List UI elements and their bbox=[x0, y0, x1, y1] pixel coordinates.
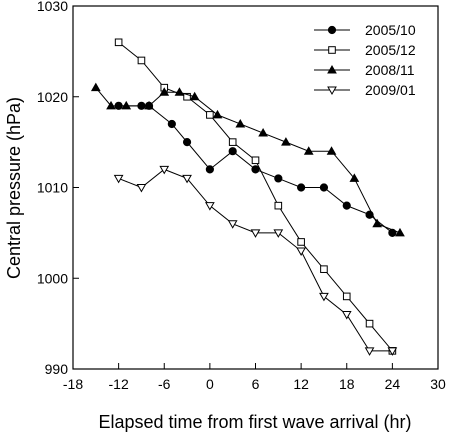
data-point bbox=[349, 173, 360, 182]
data-point bbox=[174, 87, 185, 96]
y-axis-ticks: 990 1000 1010 1020 1030 bbox=[37, 0, 79, 377]
x-tick-label: 30 bbox=[430, 376, 446, 392]
data-point bbox=[250, 229, 261, 238]
data-point bbox=[342, 292, 351, 301]
plot-frame bbox=[72, 5, 439, 370]
data-point bbox=[365, 319, 374, 328]
data-point bbox=[387, 347, 398, 356]
x-tick-label: 18 bbox=[339, 376, 355, 392]
legend-item: 2005/12 bbox=[314, 42, 416, 58]
data-point bbox=[296, 247, 306, 257]
legend-marker bbox=[328, 46, 336, 54]
data-point bbox=[106, 100, 116, 110]
data-point bbox=[159, 87, 170, 96]
data-point bbox=[212, 109, 223, 119]
legend: 2005/10 2005/12 2008/11 2009/01 bbox=[314, 22, 416, 98]
data-point bbox=[227, 220, 238, 229]
data-point bbox=[303, 146, 314, 155]
data-point bbox=[144, 100, 154, 110]
data-point bbox=[251, 165, 260, 174]
data-point bbox=[167, 119, 176, 129]
data-point bbox=[228, 147, 237, 156]
legend-label: 2005/12 bbox=[365, 42, 416, 58]
data-point bbox=[206, 111, 214, 119]
data-point bbox=[281, 137, 291, 146]
x-tick-label: 12 bbox=[293, 376, 309, 392]
x-axis-ticks: -18 -12 -6 0 6 12 18 24 30 bbox=[63, 363, 446, 392]
data-point bbox=[297, 183, 306, 192]
legend-item: 2008/11 bbox=[314, 62, 415, 78]
data-point bbox=[319, 183, 329, 192]
series-line bbox=[118, 41, 393, 352]
data-point bbox=[258, 128, 268, 137]
series-2 bbox=[114, 38, 397, 355]
y-tick-label: 1030 bbox=[37, 0, 68, 14]
data-series bbox=[90, 38, 405, 356]
series-line bbox=[95, 87, 401, 234]
data-point bbox=[274, 174, 283, 183]
data-point bbox=[136, 184, 147, 193]
legend-label: 2008/11 bbox=[365, 62, 415, 78]
data-point bbox=[297, 238, 305, 246]
data-point bbox=[228, 138, 237, 146]
x-axis-label: Elapsed time from first wave arrival (hr… bbox=[98, 412, 411, 432]
legend-label: 2005/10 bbox=[365, 22, 416, 38]
x-tick-label: 6 bbox=[252, 376, 260, 392]
legend-marker bbox=[327, 25, 337, 35]
data-point bbox=[342, 201, 351, 210]
data-point bbox=[273, 229, 284, 238]
data-point bbox=[205, 165, 214, 174]
data-point bbox=[319, 292, 329, 302]
x-tick-label: -18 bbox=[63, 376, 83, 392]
legend-item: 2005/10 bbox=[314, 22, 416, 38]
series-4 bbox=[113, 165, 398, 356]
data-point bbox=[137, 56, 146, 65]
data-point bbox=[159, 165, 170, 175]
data-point bbox=[183, 92, 191, 101]
data-point bbox=[320, 265, 328, 273]
data-point bbox=[326, 146, 337, 155]
legend-marker bbox=[327, 86, 337, 96]
y-axis-label: Central pressure (hPa) bbox=[4, 97, 24, 279]
x-tick-label: 24 bbox=[385, 376, 401, 392]
x-tick-label: -6 bbox=[158, 376, 171, 392]
y-tick-label: 1010 bbox=[37, 180, 68, 196]
data-point bbox=[205, 202, 215, 211]
x-tick-label: -12 bbox=[109, 376, 129, 392]
legend-marker bbox=[327, 64, 337, 74]
data-point bbox=[235, 118, 246, 128]
data-point bbox=[182, 138, 192, 147]
data-point bbox=[121, 100, 132, 110]
data-point bbox=[372, 218, 383, 228]
y-tick-label: 1000 bbox=[37, 270, 68, 286]
series-1 bbox=[114, 101, 397, 237]
data-point bbox=[114, 38, 123, 47]
x-tick-label: 0 bbox=[206, 376, 214, 392]
data-point bbox=[113, 174, 124, 184]
series-3 bbox=[90, 82, 405, 237]
legend-label: 2009/01 bbox=[365, 82, 416, 98]
legend-item: 2009/01 bbox=[314, 82, 416, 98]
data-point bbox=[182, 174, 192, 184]
data-point bbox=[90, 82, 101, 92]
data-point bbox=[395, 227, 405, 237]
data-point bbox=[251, 156, 260, 165]
y-tick-label: 990 bbox=[45, 361, 69, 377]
data-point bbox=[189, 91, 200, 101]
series-line bbox=[118, 168, 393, 352]
data-point bbox=[341, 311, 352, 320]
y-tick-label: 1020 bbox=[37, 89, 68, 105]
data-point bbox=[364, 347, 375, 356]
data-point bbox=[274, 201, 283, 210]
